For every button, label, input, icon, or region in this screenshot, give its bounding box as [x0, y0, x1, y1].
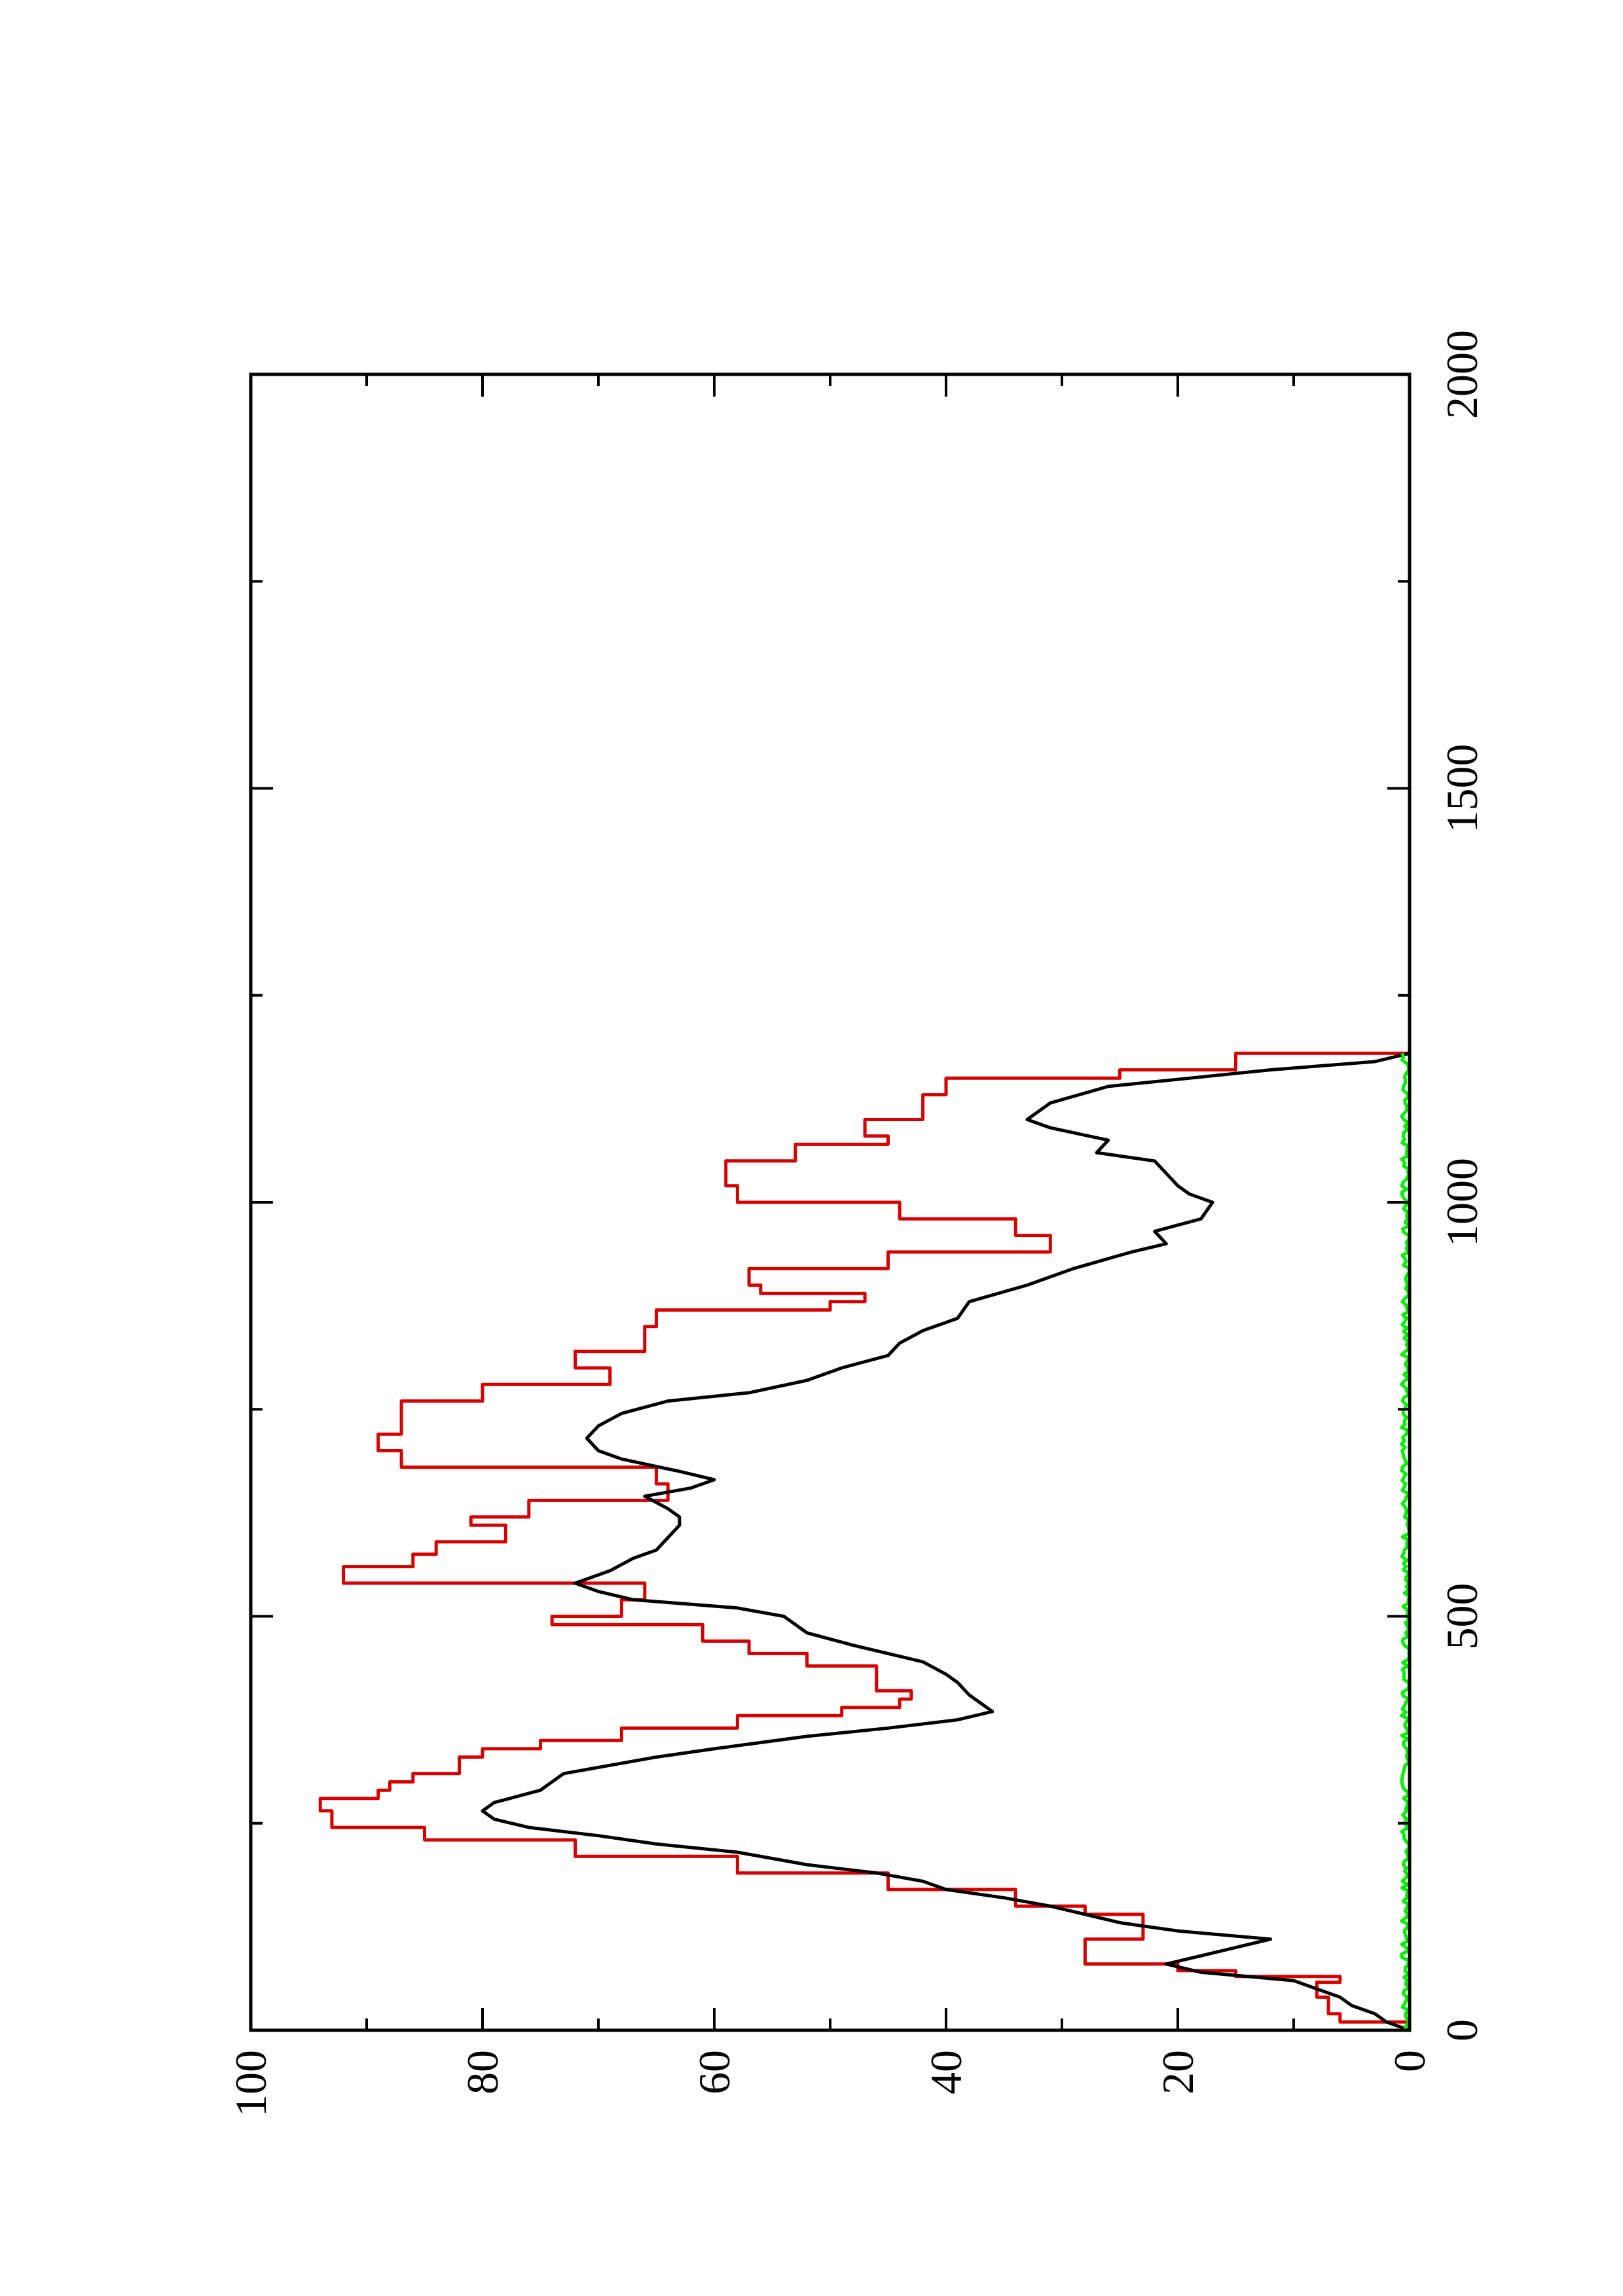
y-tick-label: 40: [921, 2050, 971, 2094]
x-tick-label: 1000: [1437, 1158, 1487, 1247]
x-tick-label: 0: [1437, 2019, 1487, 2041]
series-line-1: [318, 1051, 1412, 2030]
series-layer: [318, 1051, 1412, 2032]
y-tick-label: 80: [458, 2050, 507, 2094]
x-tick-label: 500: [1437, 1583, 1487, 1650]
tick-labels: 0 500 1000 1500 2000 0 20 40 60 80 100: [226, 330, 1487, 2117]
y-tick-label: 60: [689, 2050, 739, 2094]
x-tick-label: 1500: [1437, 744, 1487, 833]
plot-frame: [249, 372, 1412, 2032]
x-tick-label: 2000: [1437, 330, 1487, 419]
series-line-3: [1400, 1052, 1412, 2031]
y-tick-label: 20: [1153, 2050, 1203, 2094]
y-tick-label: 0: [1385, 2050, 1434, 2072]
y-tick-label: 100: [226, 2050, 276, 2117]
series-line-2: [481, 1051, 1410, 2032]
